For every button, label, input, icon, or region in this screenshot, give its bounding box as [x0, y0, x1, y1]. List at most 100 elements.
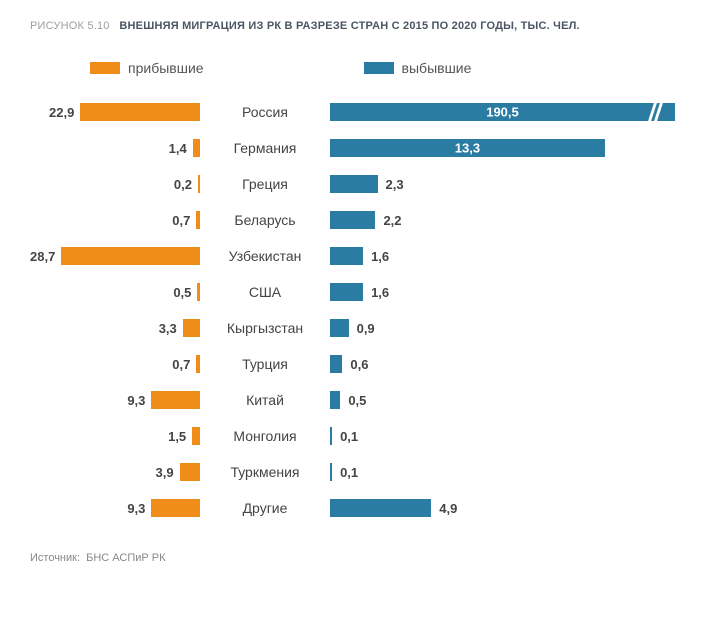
- chart-row: 3,3 Кыргызстан 0,9: [30, 310, 698, 346]
- chart-row: 3,9Туркмения0,1: [30, 454, 698, 490]
- arrivals-cell: 28,7: [30, 247, 200, 265]
- legend-departures: выбывшие: [364, 60, 472, 76]
- country-label: Турция: [200, 356, 330, 372]
- chart-row: 22,9 Россия 190,5: [30, 94, 698, 130]
- departures-bar: [330, 319, 349, 337]
- arrivals-bar: [61, 247, 200, 265]
- country-label: Германия: [200, 140, 330, 156]
- arrivals-value: 1,4: [169, 141, 187, 156]
- departures-bar: [330, 463, 332, 481]
- figure-label: РИСУНОК 5.10: [30, 20, 110, 32]
- departures-cell: 0,5: [330, 391, 698, 409]
- country-label: США: [200, 284, 330, 300]
- arrivals-bar: [198, 175, 200, 193]
- country-label: Греция: [200, 176, 330, 192]
- arrivals-value: 0,7: [172, 357, 190, 372]
- legend-departures-swatch: [364, 62, 394, 74]
- departures-value: 0,5: [348, 393, 366, 408]
- figure-title: ВНЕШНЯЯ МИГРАЦИЯ ИЗ РК В РАЗРЕЗЕ СТРАН С…: [119, 20, 579, 32]
- source-prefix: Источник:: [30, 552, 80, 564]
- departures-value: 0,1: [340, 429, 358, 444]
- source-line: Источник: БНС АСПиР РК: [30, 552, 698, 564]
- departures-cell: 190,5: [330, 103, 698, 121]
- chart-row: 0,2 Греция 2,3: [30, 166, 698, 202]
- arrivals-cell: 3,3: [30, 319, 200, 337]
- legend: прибывшие выбывшие: [30, 60, 698, 76]
- departures-bar: 13,3: [330, 139, 605, 157]
- arrivals-bar: [196, 355, 200, 373]
- arrivals-cell: 0,2: [30, 175, 200, 193]
- legend-departures-label: выбывшие: [402, 60, 472, 76]
- departures-value: 0,9: [357, 321, 375, 336]
- arrivals-cell: 1,5: [30, 427, 200, 445]
- departures-bar: [330, 247, 363, 265]
- arrivals-bar: [192, 427, 200, 445]
- chart-row: 9,3 Другие 4,9: [30, 490, 698, 526]
- arrivals-cell: 3,9: [30, 463, 200, 481]
- arrivals-cell: 22,9: [30, 103, 200, 121]
- arrivals-bar: [183, 319, 200, 337]
- departures-value: 0,6: [350, 357, 368, 372]
- chart-row: 9,3 Китай 0,5: [30, 382, 698, 418]
- chart-row: 0,7Беларусь 2,2: [30, 202, 698, 238]
- country-label: Беларусь: [200, 212, 330, 228]
- departures-bar: [330, 499, 431, 517]
- arrivals-value: 9,3: [127, 393, 145, 408]
- departures-bar: [330, 211, 375, 229]
- arrivals-cell: 9,3: [30, 499, 200, 517]
- departures-value: 2,2: [383, 213, 401, 228]
- arrivals-value: 3,9: [156, 465, 174, 480]
- arrivals-bar: [193, 139, 200, 157]
- chart-row: 1,4 Германия13,3: [30, 130, 698, 166]
- legend-arrivals: прибывшие: [90, 60, 204, 76]
- migration-chart: 22,9 Россия 190,5 1,4 Германия13,3 0,2 Греция 2…: [30, 94, 698, 526]
- departures-cell: 4,9: [330, 499, 698, 517]
- chart-row: 1,5 Монголия 0,1: [30, 418, 698, 454]
- arrivals-bar: [196, 211, 200, 229]
- source-text: БНС АСПиР РК: [86, 552, 165, 564]
- country-label: Россия: [200, 104, 330, 120]
- arrivals-value: 0,5: [173, 285, 191, 300]
- departures-value: 2,3: [386, 177, 404, 192]
- arrivals-bar: [197, 283, 200, 301]
- arrivals-cell: 0,7: [30, 211, 200, 229]
- departures-cell: 2,2: [330, 211, 698, 229]
- arrivals-value: 22,9: [49, 105, 74, 120]
- arrivals-value: 9,3: [127, 501, 145, 516]
- chart-row: 0,7 Турция 0,6: [30, 346, 698, 382]
- arrivals-value: 1,5: [168, 429, 186, 444]
- country-label: Кыргызстан: [200, 320, 330, 336]
- figure-header: РИСУНОК 5.10 ВНЕШНЯЯ МИГРАЦИЯ ИЗ РК В РА…: [30, 20, 698, 32]
- arrivals-value: 3,3: [159, 321, 177, 336]
- arrivals-cell: 0,7: [30, 355, 200, 373]
- departures-cell: 0,1: [330, 427, 698, 445]
- departures-cell: 0,1: [330, 463, 698, 481]
- departures-cell: 0,6: [330, 355, 698, 373]
- departures-bar: [330, 283, 363, 301]
- country-label: Китай: [200, 392, 330, 408]
- departures-bar: [330, 391, 340, 409]
- departures-cell: 1,6: [330, 283, 698, 301]
- departures-value: 1,6: [371, 285, 389, 300]
- departures-cell: 13,3: [330, 139, 698, 157]
- arrivals-cell: 9,3: [30, 391, 200, 409]
- country-label: Монголия: [200, 428, 330, 444]
- arrivals-bar: [151, 391, 200, 409]
- departures-bar: 190,5: [330, 103, 675, 121]
- arrivals-bar: [180, 463, 200, 481]
- departures-cell: 0,9: [330, 319, 698, 337]
- chart-row: 0,5 США 1,6: [30, 274, 698, 310]
- arrivals-value: 0,2: [174, 177, 192, 192]
- departures-bar: [330, 355, 342, 373]
- arrivals-value: 28,7: [30, 249, 55, 264]
- departures-value: 0,1: [340, 465, 358, 480]
- arrivals-cell: 0,5: [30, 283, 200, 301]
- departures-value: 1,6: [371, 249, 389, 264]
- country-label: Другие: [200, 500, 330, 516]
- departures-value: 190,5: [486, 105, 519, 120]
- legend-arrivals-label: прибывшие: [128, 60, 204, 76]
- departures-value: 4,9: [439, 501, 457, 516]
- arrivals-cell: 1,4: [30, 139, 200, 157]
- country-label: Узбекистан: [200, 248, 330, 264]
- chart-row: 28,7 Узбекистан 1,6: [30, 238, 698, 274]
